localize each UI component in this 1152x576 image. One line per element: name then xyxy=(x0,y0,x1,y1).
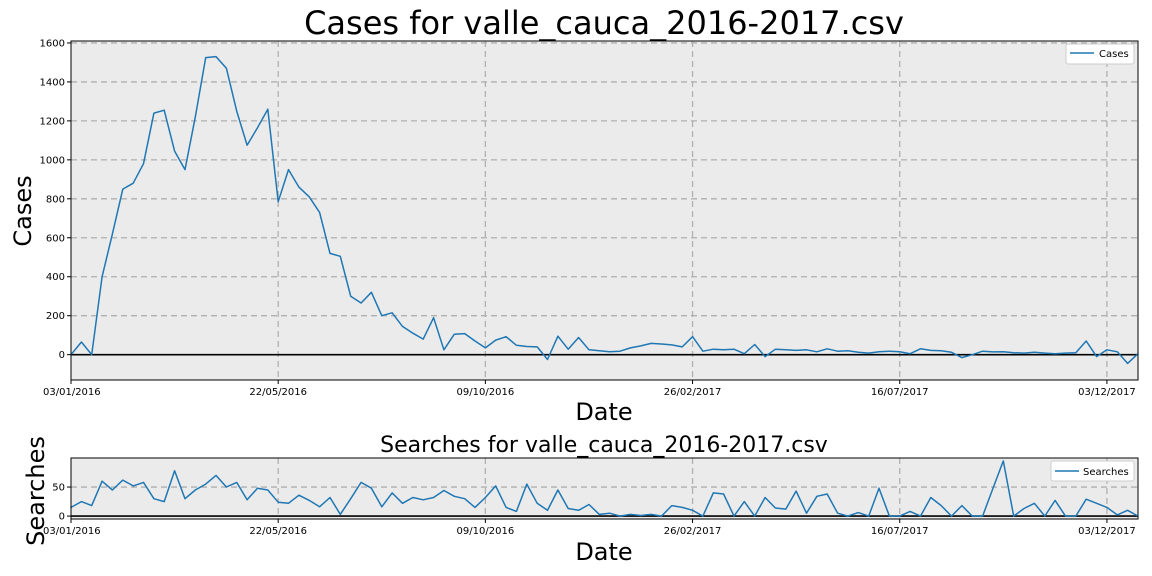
cases-y-axis-label: Cases xyxy=(9,175,37,246)
searches-y-tick-label: 50 xyxy=(52,483,65,494)
cases-series-line xyxy=(70,55,1139,365)
searches-series-line xyxy=(70,460,1139,517)
cases-series xyxy=(70,55,1139,365)
searches-y-axis-label: Searches xyxy=(22,436,50,546)
cases-y-tick-label: 600 xyxy=(46,233,65,244)
searches-grid xyxy=(71,458,1138,519)
cases-chart-title: Cases for valle_cauca_2016-2017.csv xyxy=(304,4,904,42)
searches-series xyxy=(70,460,1139,517)
cases-x-tick-label: 09/10/2016 xyxy=(457,387,515,398)
searches-x-tick-label: 09/10/2016 xyxy=(457,526,515,537)
cases-plot-frame xyxy=(70,40,1139,381)
searches-x-tick-label: 03/01/2016 xyxy=(43,526,101,537)
searches-plot-frame xyxy=(70,457,1139,520)
cases-x-tick-label: 22/05/2016 xyxy=(249,387,307,398)
cases-x-axis: 03/01/2016 22/05/2016 09/10/2016 26/02/2017… xyxy=(43,380,1136,398)
cases-plot-area xyxy=(71,41,1138,380)
cases-y-tick-label: 1600 xyxy=(40,38,65,49)
cases-y-tick-label: 1400 xyxy=(40,77,65,88)
cases-y-tick-label: 800 xyxy=(46,194,65,205)
searches-y-tick-label: 0 xyxy=(59,512,65,523)
searches-x-axis: 03/01/2016 22/05/2016 09/10/2016 26/02/2017… xyxy=(43,519,1136,537)
searches-chart-title: Searches for valle_cauca_2016-2017.csv xyxy=(380,433,828,458)
cases-y-tick-label: 400 xyxy=(46,272,65,283)
cases-x-tick-label: 03/12/2017 xyxy=(1078,387,1136,398)
searches-x-tick-label: 03/12/2017 xyxy=(1078,526,1136,537)
cases-y-tick-label: 1000 xyxy=(40,155,65,166)
cases-chart: Cases for valle_cauca_2016-2017.csv 0 200… xyxy=(9,4,1139,426)
searches-y-axis: 0 50 xyxy=(52,483,71,523)
searches-x-axis-label: Date xyxy=(575,538,632,566)
cases-y-tick-label: 1200 xyxy=(40,116,65,127)
searches-x-tick-label: 22/05/2016 xyxy=(249,526,307,537)
cases-x-tick-label: 03/01/2016 xyxy=(43,387,101,398)
searches-x-tick-label: 26/02/2017 xyxy=(664,526,722,537)
cases-x-tick-label: 26/02/2017 xyxy=(664,387,722,398)
cases-x-tick-label: 16/07/2017 xyxy=(871,387,929,398)
cases-x-axis-label: Date xyxy=(575,398,632,426)
searches-legend-label: Searches xyxy=(1083,467,1129,478)
cases-grid xyxy=(71,41,1138,380)
cases-y-tick-label: 200 xyxy=(46,311,65,322)
searches-chart: Searches for valle_cauca_2016-2017.csv 0… xyxy=(22,433,1139,566)
searches-legend: Searches xyxy=(1050,460,1135,482)
cases-legend-label: Cases xyxy=(1099,49,1129,60)
cases-y-tick-label: 0 xyxy=(59,350,65,361)
cases-legend: Cases xyxy=(1065,43,1135,65)
cases-y-axis: 0 200 400 600 800 1000 1200 1400 1600 xyxy=(40,38,71,361)
searches-plot-area xyxy=(71,458,1138,519)
searches-x-tick-label: 16/07/2017 xyxy=(871,526,929,537)
